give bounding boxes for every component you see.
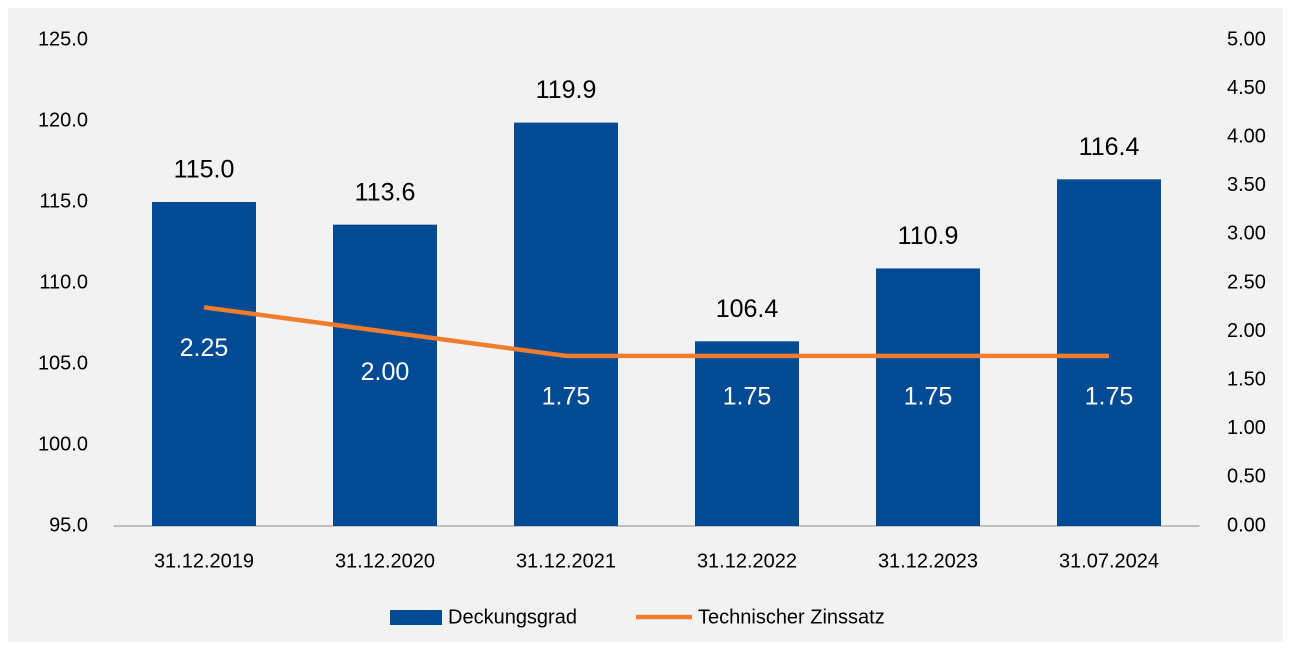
line-value-label: 1.75 [1085,383,1134,411]
bar [695,341,799,526]
line [203,305,1109,359]
line-value-label: 1.75 [542,383,591,411]
bar-value-label: 106.4 [716,295,779,323]
y-tick-label: 110.0 [39,271,88,293]
bar [876,268,980,526]
y-tick-label: 115.0 [39,190,88,212]
line-value-label: 2.25 [180,334,229,362]
y2-tick-label: 3.00 [1227,223,1266,245]
bar [1057,179,1161,526]
y2-tick-label: 0.50 [1227,466,1266,488]
bar-value-label: 116.4 [1079,133,1140,161]
x-tick-label: 31.12.2022 [697,550,797,572]
legend-label: Deckungsgrad [448,606,577,628]
y-tick-label: 105.0 [38,352,88,374]
bar [333,224,437,526]
bar-value-label: 119.9 [536,76,597,104]
y2-tick-label: 2.00 [1227,320,1266,342]
y-tick-label: 95.0 [49,514,88,536]
x-tick-label: 31.12.2021 [516,550,616,572]
y2-tick-label: 2.50 [1227,271,1266,293]
x-tick-label: 31.12.2020 [335,550,435,572]
line-value-label: 2.00 [361,358,410,386]
x-tick-label: 31.07.2024 [1059,550,1159,572]
y2-tick-label: 1.50 [1227,368,1266,390]
y-tick-label: 125.0 [38,28,88,50]
y-tick-label: 100.0 [38,433,88,455]
y2-tick-label: 0.00 [1227,514,1266,536]
legend-label: Technischer Zinssatz [698,606,885,628]
bar [152,202,256,526]
x-tick-label: 31.12.2023 [878,550,978,572]
bar-value-label: 110.9 [898,222,959,250]
y2-tick-label: 1.00 [1227,417,1266,439]
bar [514,122,618,527]
legend-swatch [390,610,442,625]
y-tick-label: 120.0 [38,109,88,131]
bar-value-label: 115.0 [174,156,235,184]
y2-tick-label: 3.50 [1227,174,1266,196]
y2-tick-label: 5.00 [1227,28,1266,50]
x-tick-label: 31.12.2019 [154,550,254,572]
line-value-label: 1.75 [723,383,772,411]
line-value-label: 1.75 [904,383,953,411]
y2-tick-label: 4.00 [1227,125,1266,147]
y2-tick-label: 4.50 [1227,77,1266,99]
bar-value-label: 113.6 [355,178,416,206]
